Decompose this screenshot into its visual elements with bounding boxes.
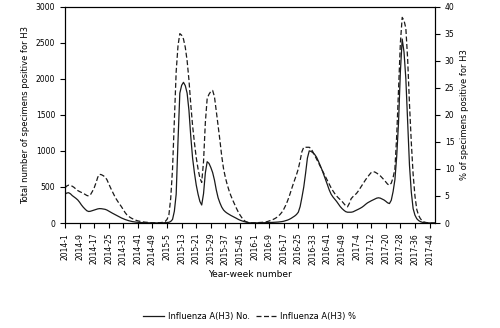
- Line: Influenza A(H3) %: Influenza A(H3) %: [65, 17, 435, 223]
- Line: Influenza A(H3) No.: Influenza A(H3) No.: [65, 39, 435, 223]
- Influenza A(H3) No.: [399, 37, 405, 41]
- Legend: Influenza A(H3) No., Influenza A(H3) %: Influenza A(H3) No., Influenza A(H3) %: [140, 308, 360, 324]
- Influenza A(H3) No.: [432, 221, 438, 225]
- Y-axis label: % of specimens positive for H3: % of specimens positive for H3: [460, 49, 469, 180]
- Influenza A(H3) No.: [124, 218, 130, 222]
- Influenza A(H3) No.: [248, 221, 254, 225]
- Influenza A(H3) %: [160, 220, 166, 224]
- Y-axis label: Total number of specimens positive for H3: Total number of specimens positive for H…: [21, 26, 30, 204]
- Influenza A(H3) %: [255, 221, 261, 225]
- Influenza A(H3) No.: [62, 192, 68, 196]
- Influenza A(H3) %: [399, 15, 405, 19]
- Influenza A(H3) %: [102, 175, 108, 179]
- Influenza A(H3) No.: [160, 221, 166, 225]
- Influenza A(H3) %: [248, 221, 254, 225]
- Influenza A(H3) %: [62, 186, 68, 190]
- Influenza A(H3) %: [432, 221, 438, 225]
- X-axis label: Year-week number: Year-week number: [208, 270, 292, 279]
- Influenza A(H3) No.: [255, 221, 261, 225]
- Influenza A(H3) No.: [336, 202, 342, 206]
- Influenza A(H3) %: [428, 221, 434, 225]
- Influenza A(H3) %: [336, 196, 342, 200]
- Influenza A(H3) No.: [102, 207, 108, 211]
- Influenza A(H3) %: [124, 213, 130, 217]
